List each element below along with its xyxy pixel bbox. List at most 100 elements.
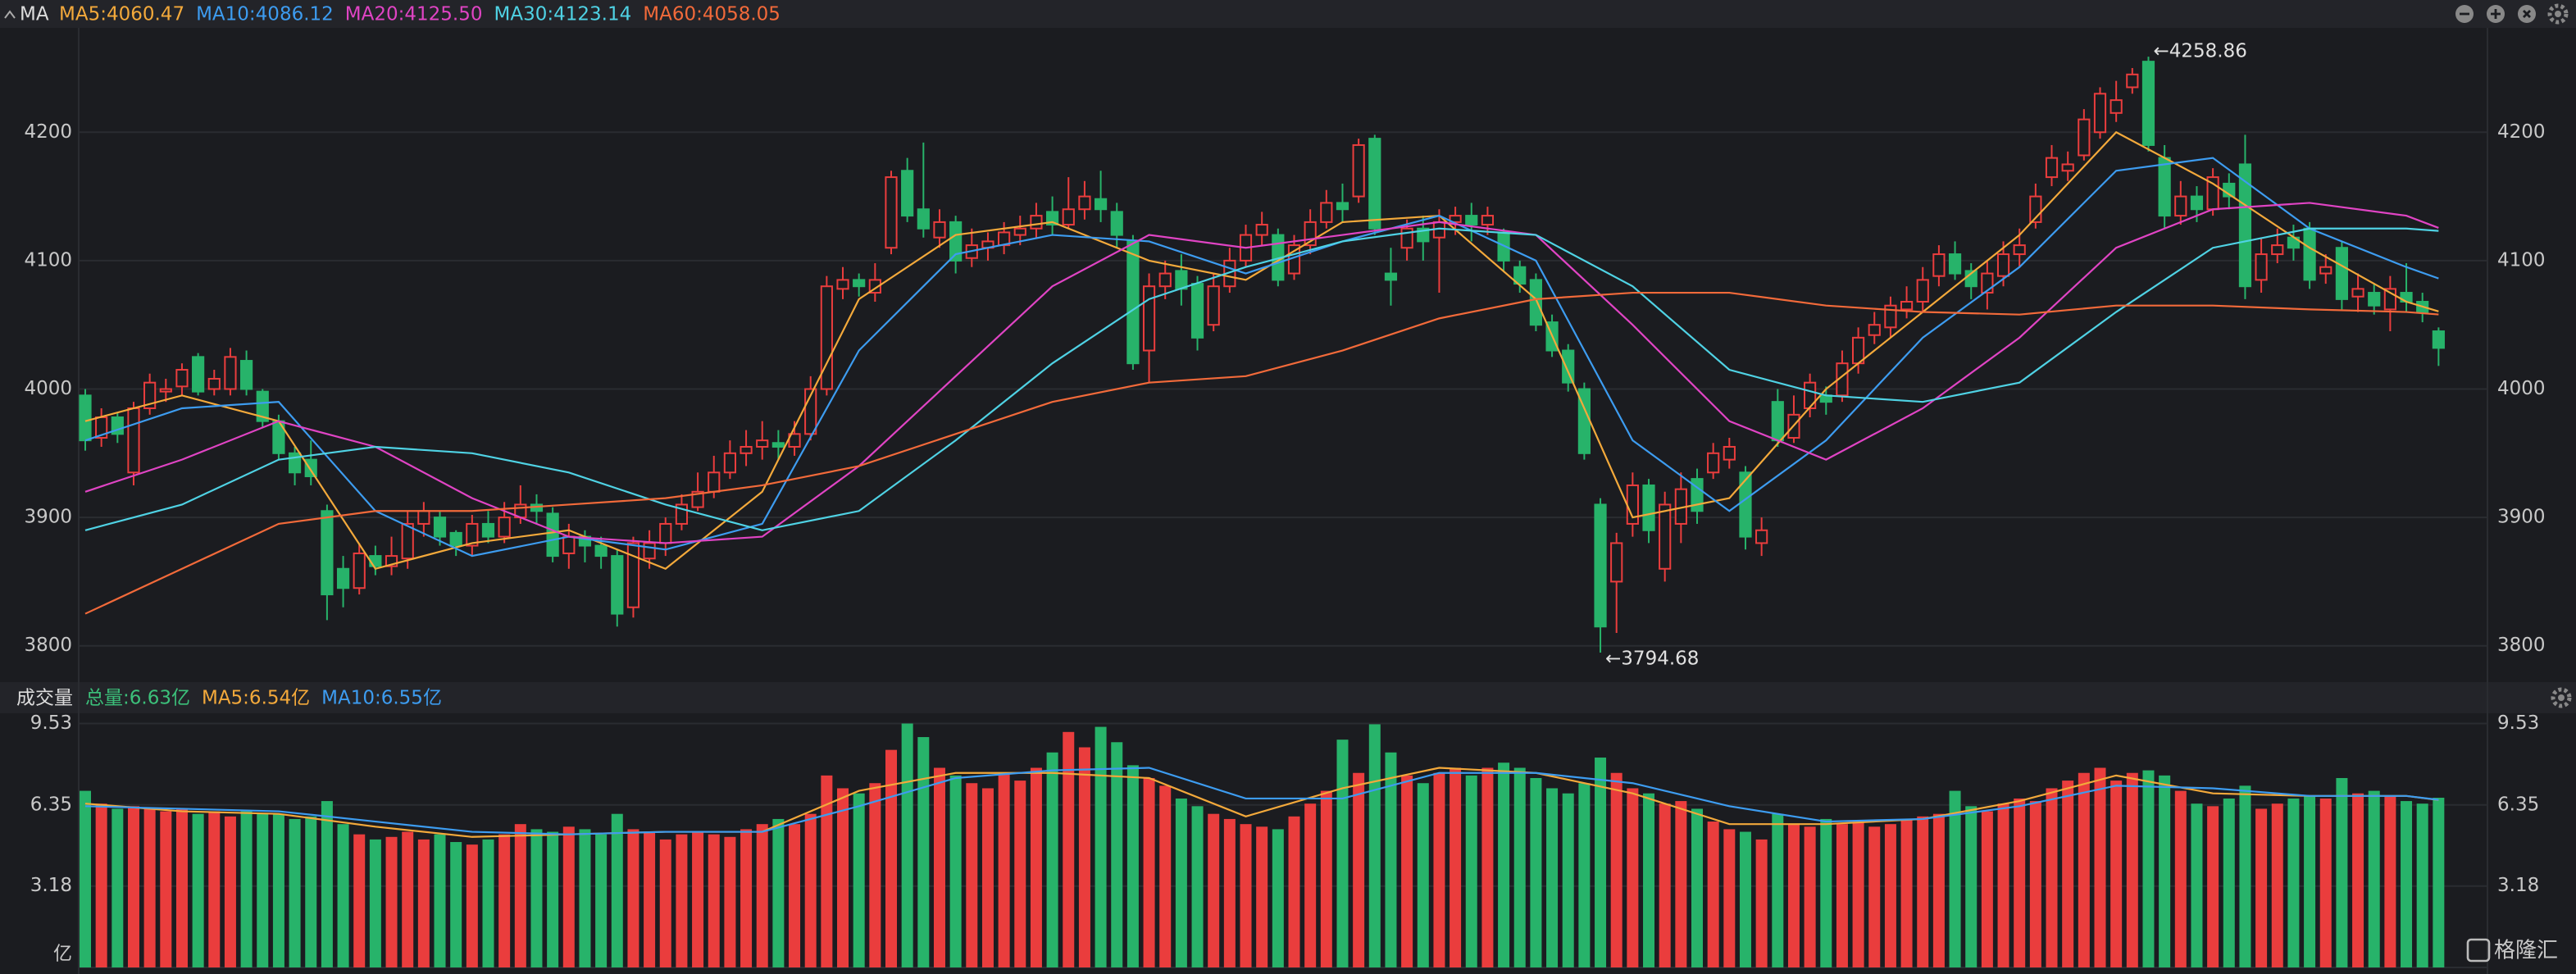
candle-body: [433, 517, 447, 538]
volume-bar: [2223, 798, 2235, 967]
volume-bar: [644, 831, 656, 967]
volume-bar: [530, 829, 543, 967]
volume-bar: [1336, 740, 1349, 967]
volume-bar: [2433, 798, 2445, 967]
ma-line: [84, 767, 2439, 838]
volume-bar: [1385, 752, 1397, 967]
ma-line: [84, 130, 2439, 571]
collapse-icon[interactable]: [4, 10, 16, 19]
volume-bar: [1755, 839, 1768, 967]
volume-bar: [321, 801, 333, 967]
candle-body: [1062, 208, 1075, 226]
candle-body: [1900, 301, 1914, 311]
legend-item: MA20:4125.50: [345, 4, 483, 25]
candle-body: [143, 381, 157, 409]
candle-body: [691, 490, 704, 508]
volume-bar: [192, 813, 204, 967]
y-tick-label: 6.35: [30, 794, 72, 815]
y-tick-label-right: 4200: [2497, 121, 2546, 143]
volume-bar: [2384, 795, 2396, 967]
ma-line: [84, 227, 2439, 531]
candle-body: [1771, 401, 1784, 442]
watermark: 格隆汇: [2494, 939, 2558, 963]
volume-bar: [981, 788, 994, 967]
candle-body: [159, 388, 172, 393]
candle-body: [1529, 279, 1543, 326]
legend-item: 总量:6.63亿: [85, 688, 190, 709]
volume-bar: [482, 839, 494, 967]
volume-settings-button[interactable]: [2551, 687, 2572, 708]
volume-bar: [2094, 767, 2106, 967]
volume-bar: [1433, 772, 1445, 967]
volume-bar: [2029, 801, 2041, 967]
close-button[interactable]: [2518, 5, 2536, 23]
legend-item: MA10:6.55亿: [321, 688, 442, 709]
candle-body: [1932, 253, 1946, 277]
y-tick-label-right: 3900: [2497, 507, 2546, 528]
candle-body: [1707, 452, 1720, 474]
candle-body: [2109, 99, 2123, 114]
volume-bar: [1175, 798, 1187, 967]
volume-bar: [1465, 775, 1477, 967]
annotation: ←3794.68: [1605, 649, 1699, 670]
volume-bar: [305, 816, 317, 967]
candle-body: [2126, 73, 2139, 89]
candle-body: [2368, 292, 2381, 307]
candle-body: [2141, 61, 2155, 146]
volume-bar: [1707, 822, 1719, 967]
y-tick-label-right: 4100: [2497, 249, 2546, 271]
candle-body: [207, 377, 221, 390]
legend-item: MA10:4086.12: [196, 4, 334, 25]
candle-body: [1078, 195, 1091, 211]
candle-body: [1691, 478, 1704, 512]
candle-body: [562, 535, 576, 554]
volume-bar: [2191, 803, 2203, 967]
volume-bar: [160, 811, 172, 967]
volume-bar: [1191, 806, 1204, 967]
candle-body: [2045, 157, 2059, 179]
y-tick-label: 3900: [24, 507, 72, 528]
candle-body: [917, 208, 930, 230]
candle-body: [321, 510, 334, 596]
candle-body: [192, 356, 205, 393]
candle-body: [2255, 253, 2268, 281]
legend-item: MA30:4123.14: [494, 4, 632, 25]
candle-body: [1449, 215, 1462, 223]
volume-bar: [369, 839, 381, 967]
volume-bar: [1884, 824, 1896, 967]
minus-button[interactable]: [2455, 5, 2474, 23]
volume-bar: [2239, 785, 2251, 967]
watermark-logo: [2466, 938, 2491, 963]
volume-bar: [498, 834, 511, 967]
volume-bar: [1787, 824, 1800, 967]
volume-bar: [1126, 765, 1139, 967]
settings-button[interactable]: [2547, 3, 2569, 25]
volume-bar: [804, 813, 817, 967]
volume-bar: [1530, 777, 1542, 967]
volume-bar: [80, 790, 91, 967]
candle-body: [2319, 266, 2333, 275]
candle-body: [79, 394, 92, 442]
y-tick-label: 3800: [24, 635, 72, 656]
volume-bar: [2287, 798, 2300, 967]
ma-line: [84, 157, 2439, 558]
volume-bar: [917, 737, 930, 967]
candle-body: [756, 439, 769, 448]
volume-bar: [2110, 781, 2123, 967]
candle-body: [1594, 503, 1607, 628]
candle-body: [626, 542, 640, 608]
candle-body: [1642, 484, 1655, 531]
y-tick-label: 4100: [24, 249, 72, 271]
candle-body: [1094, 198, 1108, 211]
candle-body: [1562, 349, 1575, 384]
volume-bar: [1852, 822, 1864, 967]
ma-line: [84, 291, 2439, 615]
volume-bar: [1836, 824, 1848, 967]
candle-body: [1175, 270, 1188, 290]
volume-bar: [1578, 783, 1591, 967]
volume-bar: [1900, 818, 1913, 967]
volume-bar: [514, 824, 526, 967]
volume-bar: [1804, 826, 1816, 967]
candle-body: [1996, 253, 2010, 277]
plus-button[interactable]: [2487, 5, 2505, 23]
